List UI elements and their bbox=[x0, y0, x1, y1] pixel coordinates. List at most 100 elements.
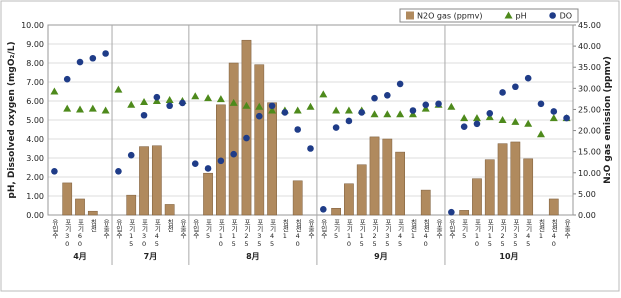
ph-marker bbox=[383, 110, 392, 118]
y2-tick-label: 45.00 bbox=[578, 21, 601, 30]
do-marker bbox=[127, 151, 135, 159]
x-tick-label: 포기35 bbox=[255, 219, 263, 248]
do-marker bbox=[255, 112, 263, 120]
do-marker bbox=[486, 110, 494, 117]
bar bbox=[139, 146, 149, 216]
bar bbox=[395, 151, 405, 216]
do-marker bbox=[435, 100, 442, 108]
bar bbox=[548, 198, 559, 216]
do-marker bbox=[115, 168, 122, 175]
do-marker bbox=[268, 102, 276, 110]
legend-box bbox=[399, 8, 579, 23]
do-marker bbox=[89, 54, 97, 62]
ph-marker bbox=[76, 105, 85, 113]
y-tick-label: 0.00 bbox=[26, 211, 44, 220]
y2-tick-label: 20.00 bbox=[578, 127, 601, 136]
x-tick-label: 침전1 bbox=[281, 219, 289, 240]
do-marker bbox=[524, 74, 532, 82]
ph-marker bbox=[396, 110, 405, 118]
x-tick-label: 포기25 bbox=[242, 219, 250, 248]
bar bbox=[459, 210, 470, 216]
ph-marker bbox=[293, 106, 302, 114]
x-tick-label: 유입수 bbox=[50, 219, 58, 240]
y2-tick-label: 25.00 bbox=[578, 105, 601, 114]
bar bbox=[369, 136, 380, 216]
group-label: 8月 bbox=[246, 252, 260, 261]
x-tick-label: 포기5 bbox=[460, 219, 468, 240]
x-tick-label: 포기25 bbox=[499, 219, 507, 248]
ph-marker bbox=[485, 113, 494, 121]
do-marker bbox=[409, 107, 417, 114]
x-tick-label: 포기45 bbox=[268, 219, 276, 248]
group-label: 10月 bbox=[499, 252, 518, 261]
ph-marker bbox=[204, 94, 213, 102]
x-tick-label: 유출수 bbox=[102, 219, 110, 240]
do-marker bbox=[448, 208, 455, 216]
do-marker bbox=[320, 206, 327, 213]
do-marker bbox=[204, 165, 212, 172]
bar bbox=[484, 159, 495, 216]
do-marker bbox=[307, 145, 314, 152]
x-tick-label: 유입수 bbox=[191, 219, 199, 240]
y-tick-label: 8.00 bbox=[26, 59, 44, 68]
x-tick-label: 침전40 bbox=[550, 219, 558, 248]
ph-marker bbox=[511, 117, 520, 125]
ph-marker bbox=[344, 106, 353, 114]
x-tick-label: 포기45 bbox=[396, 219, 404, 248]
x-tick-label: 포기5 bbox=[332, 219, 340, 240]
x-tick-label: 포기15 bbox=[358, 219, 366, 248]
x-tick-label: 침전 bbox=[89, 219, 97, 233]
y2-axis-title: N₂O gas emission (ppmv) bbox=[603, 56, 613, 184]
do-marker bbox=[63, 75, 71, 83]
bar bbox=[497, 143, 508, 216]
do-marker bbox=[358, 109, 366, 116]
ph-marker bbox=[460, 114, 469, 122]
x-tick-label: 유입수 bbox=[319, 219, 327, 240]
x-tick-label: 포기30 bbox=[63, 219, 71, 248]
y-tick-label: 7.00 bbox=[26, 78, 44, 87]
y-tick-label: 2.00 bbox=[26, 173, 44, 182]
ph-marker bbox=[268, 106, 277, 114]
y-tick-label: 4.00 bbox=[26, 135, 44, 144]
x-tick-label: 유출수 bbox=[307, 219, 315, 240]
ph-marker bbox=[50, 87, 59, 95]
bar bbox=[523, 158, 534, 216]
do-marker bbox=[102, 50, 109, 57]
do-marker bbox=[499, 89, 506, 96]
ph-marker bbox=[88, 104, 97, 112]
ph-marker bbox=[332, 106, 341, 114]
x-tick-label: 포기15 bbox=[486, 219, 494, 248]
ph-marker bbox=[216, 95, 225, 103]
bar bbox=[203, 172, 213, 216]
do-marker bbox=[51, 168, 58, 175]
x-tick-label: 유출수 bbox=[178, 219, 186, 240]
x-tick-label: 포기10 bbox=[345, 219, 353, 248]
do-marker bbox=[281, 109, 289, 116]
ph-marker bbox=[242, 101, 251, 109]
do-marker bbox=[294, 126, 301, 133]
bar bbox=[344, 183, 354, 216]
legend-swatch bbox=[549, 12, 556, 19]
do-marker bbox=[512, 83, 519, 91]
legend-swatch bbox=[504, 11, 513, 19]
do-marker bbox=[217, 157, 225, 165]
ph-marker bbox=[472, 114, 481, 122]
x-tick-label: 포기45 bbox=[524, 219, 532, 248]
bar bbox=[151, 145, 162, 216]
y2-tick-label: 30.00 bbox=[578, 84, 601, 93]
bar bbox=[62, 182, 73, 216]
x-tick-label: 침전 bbox=[166, 219, 174, 233]
x-tick-label: 포기60 bbox=[76, 219, 84, 248]
group-label: 9月 bbox=[374, 252, 388, 261]
do-marker bbox=[179, 99, 186, 107]
do-marker bbox=[76, 58, 84, 66]
ph-marker bbox=[229, 98, 238, 106]
do-marker bbox=[384, 92, 391, 99]
x-tick-label: 포기15 bbox=[230, 219, 238, 248]
do-marker bbox=[550, 108, 558, 115]
do-marker bbox=[563, 114, 570, 122]
group-label: 7月 bbox=[144, 252, 158, 261]
bar bbox=[382, 138, 393, 216]
ph-marker bbox=[114, 85, 123, 93]
do-marker bbox=[153, 93, 161, 101]
